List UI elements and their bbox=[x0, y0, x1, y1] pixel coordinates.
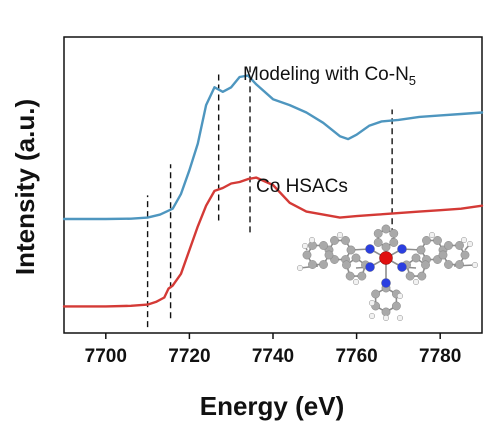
molecule-atom-cobalt bbox=[379, 251, 393, 265]
molecule-atom-carbon bbox=[324, 250, 334, 260]
molecule-atom-carbon bbox=[351, 253, 361, 263]
x-tick-label: 7720 bbox=[168, 346, 210, 367]
molecule-atom-carbon bbox=[357, 271, 367, 281]
molecule-atom-carbon bbox=[455, 241, 464, 250]
series-line-1 bbox=[62, 176, 484, 308]
molecule-atom-hydrogen bbox=[429, 231, 436, 238]
molecule-atom-carbon bbox=[381, 224, 391, 234]
molecule-inset bbox=[297, 224, 479, 322]
molecule-atom-carbon bbox=[330, 236, 339, 245]
molecule-atom-carbon bbox=[444, 241, 453, 250]
molecule-atom-hydrogen bbox=[369, 313, 376, 320]
molecule-atom-hydrogen bbox=[302, 242, 309, 249]
molecule-atom-hydrogen bbox=[369, 300, 376, 307]
molecule-atom-nitrogen bbox=[381, 278, 391, 288]
molecule-atom-hydrogen bbox=[397, 293, 404, 300]
molecule-atom-hydrogen bbox=[383, 315, 390, 322]
molecule-atom-hydrogen bbox=[337, 231, 344, 238]
x-tick-label: 7780 bbox=[419, 346, 461, 367]
molecule-atom-carbon bbox=[460, 250, 470, 260]
molecule-atom-carbon bbox=[319, 260, 328, 269]
molecule-atom-carbon bbox=[389, 229, 399, 238]
molecule-atom-nitrogen bbox=[397, 244, 407, 254]
molecule-atom-hydrogen bbox=[467, 240, 474, 247]
molecule-atom-nitrogen bbox=[365, 244, 375, 254]
molecule-atom-carbon bbox=[345, 271, 355, 281]
molecule-atom-carbon bbox=[371, 289, 381, 299]
molecule-atom-carbon bbox=[308, 260, 317, 269]
molecule-atom-carbon bbox=[373, 238, 383, 247]
molecule-atom-carbon bbox=[341, 236, 350, 245]
molecule-atom-hydrogen bbox=[309, 236, 316, 243]
molecule-atom-nitrogen bbox=[365, 262, 375, 272]
molecule-atom-carbon bbox=[373, 229, 383, 238]
molecule-atom-carbon bbox=[389, 238, 399, 247]
molecule-atom-carbon bbox=[455, 260, 464, 269]
molecule-atom-carbon bbox=[319, 241, 328, 250]
x-tick-label: 7760 bbox=[335, 346, 377, 367]
molecule-atom-carbon bbox=[391, 301, 401, 311]
molecule-atom-carbon bbox=[433, 236, 442, 245]
x-axis-ticks: 7700 7720 7740 7760 7780 bbox=[85, 333, 461, 367]
molecule-atom-hydrogen bbox=[297, 265, 304, 272]
x-tick-label: 7700 bbox=[85, 346, 127, 367]
molecule-atom-carbon bbox=[438, 250, 448, 260]
molecule-atom-hydrogen bbox=[461, 236, 468, 243]
x-tick-label: 7740 bbox=[252, 346, 294, 367]
series-label-modeling-main: Modeling with Co-N bbox=[243, 64, 409, 85]
series-label-modeling-sub: 5 bbox=[409, 73, 416, 88]
molecule-atom-carbon bbox=[421, 260, 430, 270]
molecule-atom-carbon bbox=[405, 271, 415, 281]
series-group bbox=[62, 74, 484, 308]
series-label-hsacs: Co HSACs bbox=[256, 176, 348, 197]
molecule-atom-carbon bbox=[346, 245, 356, 255]
molecule-atom-carbon bbox=[416, 245, 426, 255]
molecule-atom-carbon bbox=[302, 250, 312, 260]
molecule-atom-carbon bbox=[444, 260, 453, 269]
molecule-atom-carbon bbox=[342, 260, 351, 270]
molecule-atom-carbon bbox=[411, 253, 421, 263]
molecule-atom-hydrogen bbox=[413, 279, 420, 286]
molecule-atom-hydrogen bbox=[397, 315, 404, 322]
molecule-atom-hydrogen bbox=[353, 279, 360, 286]
series-label-modeling: Modeling with Co-N5 bbox=[243, 64, 416, 88]
molecule-atom-hydrogen bbox=[472, 262, 479, 269]
molecule-atom-carbon bbox=[381, 242, 391, 252]
molecule-atom-carbon bbox=[422, 236, 431, 245]
molecule-atom-nitrogen bbox=[397, 262, 407, 272]
molecule-atom-carbon bbox=[381, 307, 391, 317]
x-axis-title: Energy (eV) bbox=[200, 391, 345, 421]
series-line-0 bbox=[62, 74, 484, 221]
molecule-atom-carbon bbox=[417, 271, 427, 281]
y-axis-title: Intensity (a.u.) bbox=[10, 99, 40, 275]
